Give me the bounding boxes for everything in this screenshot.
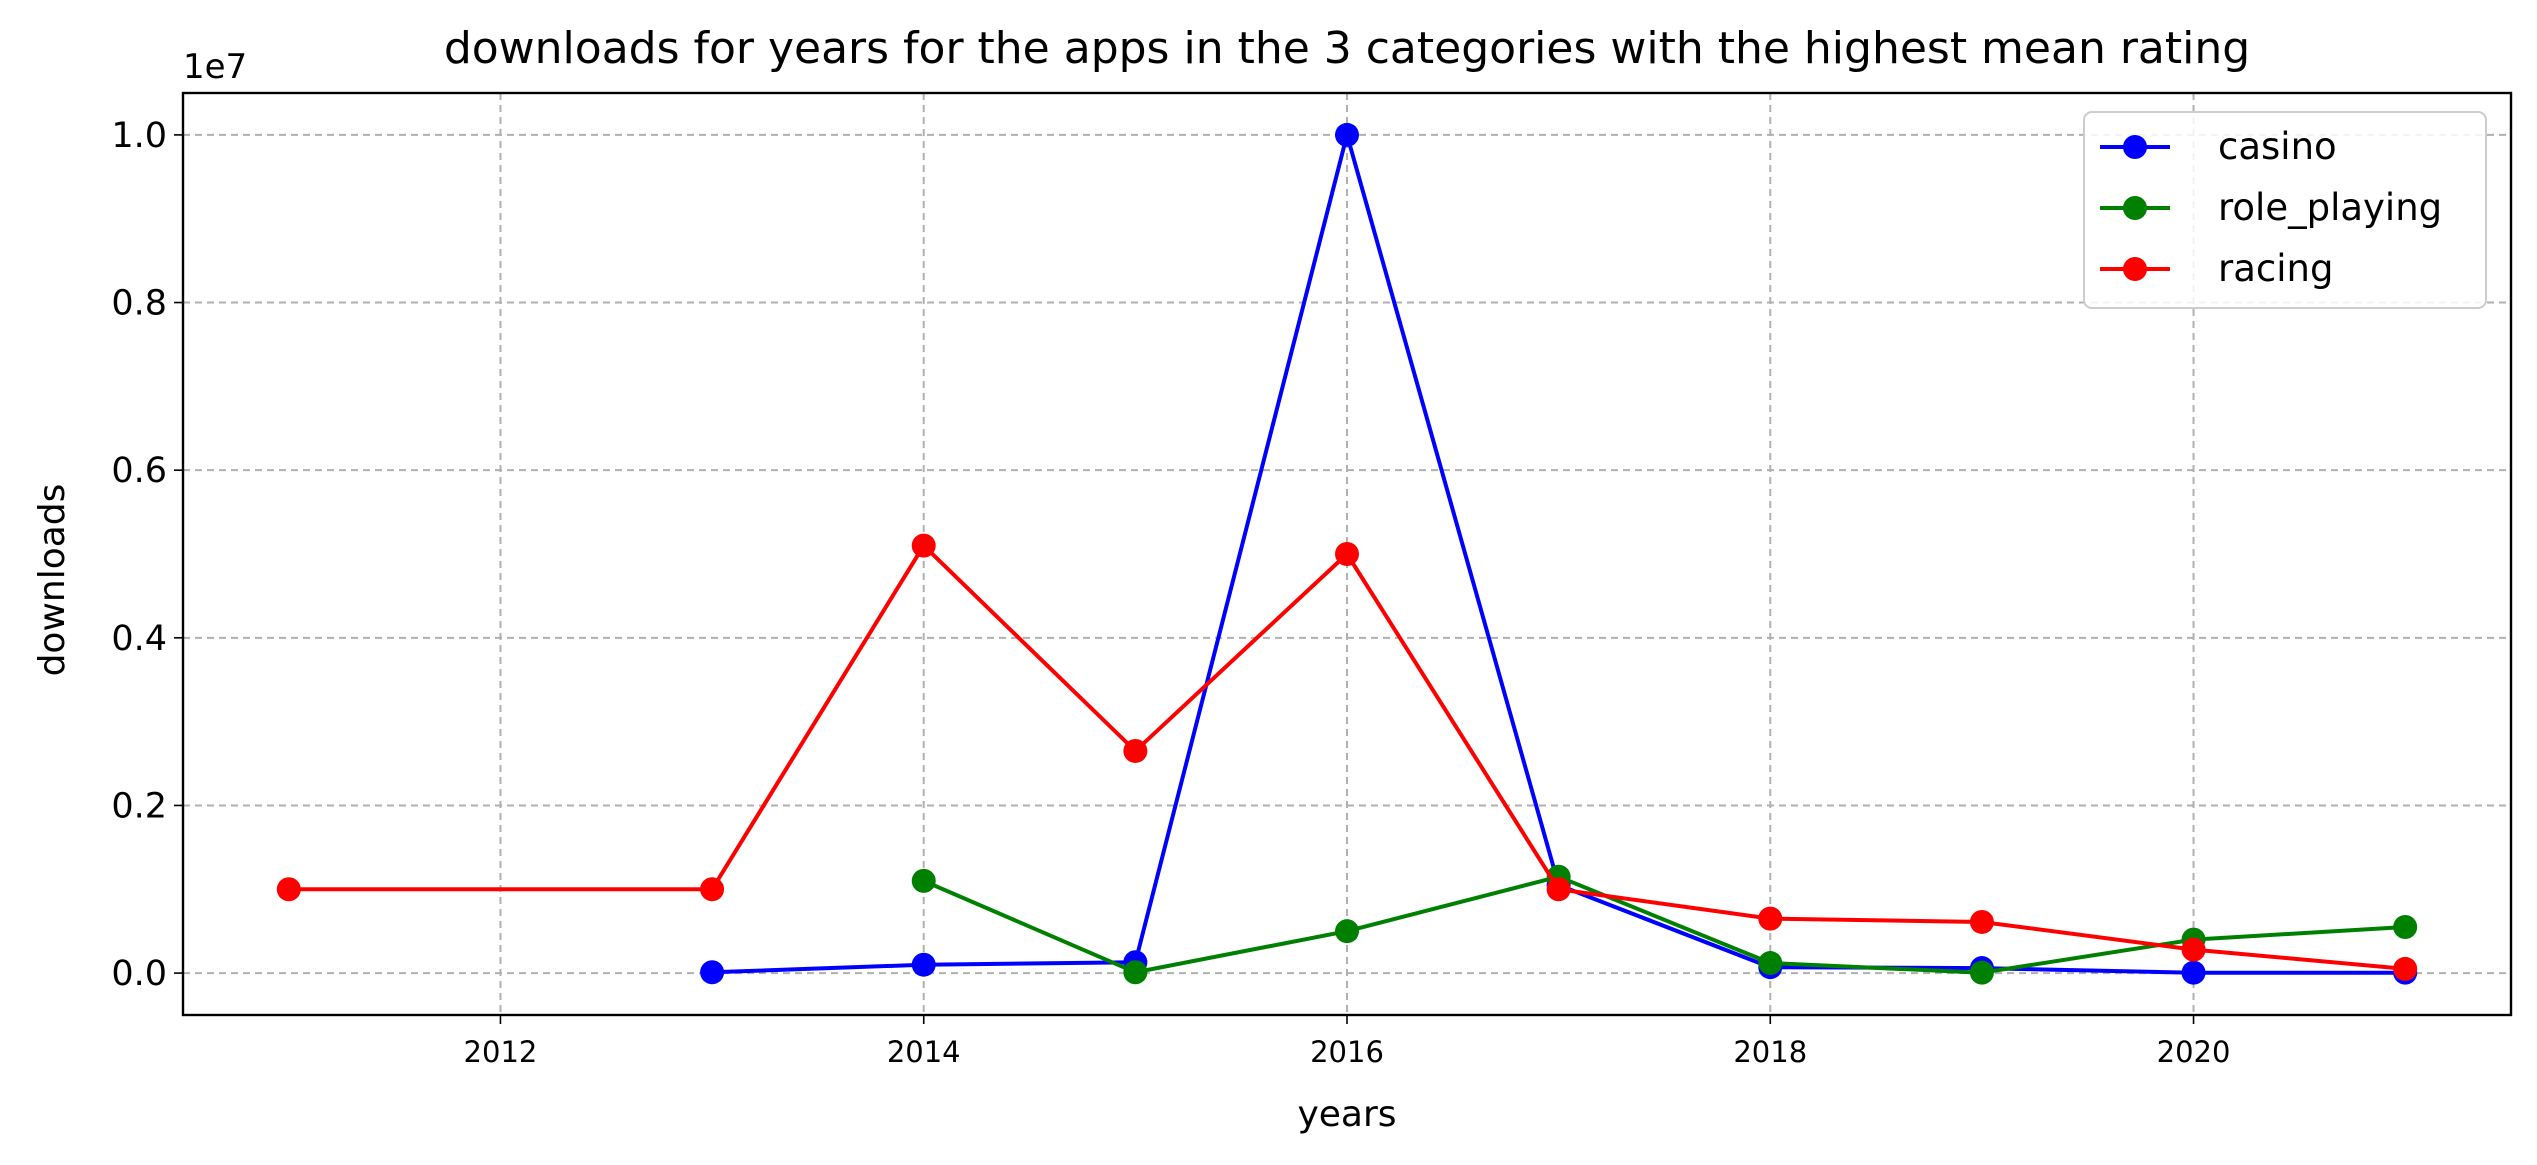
data-point-role_playing <box>2393 914 2418 939</box>
y-scale-label: 1e7 <box>183 47 247 87</box>
legend-entry-casino: casino <box>2100 125 2337 168</box>
legend-entry-role_playing: role_playing <box>2100 186 2442 229</box>
data-point-casino <box>911 952 936 977</box>
data-point-role_playing <box>1969 960 1994 985</box>
data-point-racing <box>1758 906 1783 931</box>
series-racing <box>276 533 2418 981</box>
data-point-racing <box>2393 956 2418 981</box>
data-point-role_playing <box>1335 919 1359 944</box>
series-line-racing <box>288 543 2406 971</box>
legend-entry-racing: racing <box>2100 247 2333 290</box>
data-point-racing <box>911 533 936 558</box>
chart-title: downloads for years for the apps in the … <box>444 23 2250 74</box>
y-axis-label: downloads <box>32 484 73 677</box>
axes-layer: 2012 2014 2016 2018 2020 0.0 0.2 0.4 0.6 0.8 1.0 <box>111 116 2230 1069</box>
data-point-racing <box>276 877 301 902</box>
legend-marker <box>2123 196 2147 220</box>
series-layer <box>276 122 2418 985</box>
y-tick-label: 0.2 <box>111 786 167 826</box>
y-tick-label: 0.0 <box>111 954 167 994</box>
x-axis-label: years <box>1297 1094 1396 1135</box>
legend-marker <box>2123 257 2147 281</box>
legend-box <box>2083 111 2487 309</box>
data-point-racing <box>1969 909 1994 934</box>
y-tick-label: 1.0 <box>111 116 167 156</box>
data-point-racing <box>1123 738 1148 763</box>
data-point-casino <box>2181 960 2206 985</box>
x-tick-label: 2012 <box>464 1035 538 1069</box>
legend-label: racing <box>2218 247 2333 290</box>
y-tick-label: 0.4 <box>111 619 167 659</box>
y-tick-label: 0.8 <box>111 284 167 324</box>
data-point-racing <box>700 877 725 902</box>
data-point-role_playing <box>1758 951 1783 976</box>
data-point-role_playing <box>1123 960 1148 985</box>
legend-label: role_playing <box>2218 186 2442 229</box>
x-tick-label: 2014 <box>887 1035 961 1069</box>
y-tick-label: 0.6 <box>111 451 167 491</box>
legend-label: casino <box>2218 125 2337 168</box>
data-point-casino <box>1335 122 1359 147</box>
x-tick-label: 2020 <box>2157 1035 2231 1069</box>
data-point-role_playing <box>911 868 936 893</box>
x-tick-label: 2018 <box>1733 1035 1807 1069</box>
data-point-casino <box>700 960 725 985</box>
grid-layer <box>183 93 2511 1015</box>
legend-marker <box>2123 135 2147 159</box>
data-point-racing <box>1546 877 1571 902</box>
data-point-racing <box>1335 542 1359 566</box>
x-tick-label: 2016 <box>1310 1035 1384 1069</box>
data-point-racing <box>2181 937 2206 962</box>
